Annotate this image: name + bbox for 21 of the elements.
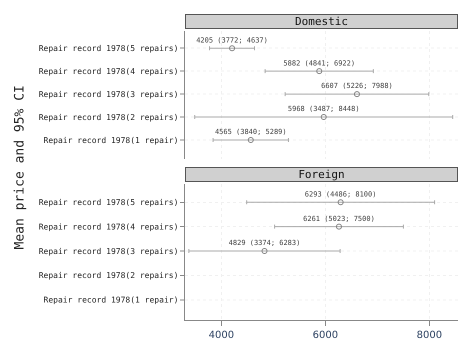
y-tick-label: Repair record 1978(4 repairs) [38, 66, 178, 76]
y-tick-label: Repair record 1978(1 repair) [44, 136, 178, 145]
point [316, 68, 322, 74]
chart-title: Domestic [295, 15, 348, 28]
point [229, 45, 236, 52]
x-tick-label: 8000 [416, 330, 442, 341]
y-axis-title: Mean price and 95% CI [12, 85, 28, 250]
x-tick-label: 6000 [312, 330, 338, 341]
y-tick-label: Repair record 1978(4 repairs) [38, 222, 178, 232]
x-tick-label: 4000 [208, 330, 234, 341]
point [248, 136, 254, 143]
point [354, 91, 360, 98]
y-tick-label: Repair record 1978(5 repairs) [38, 198, 178, 208]
y-tick-label: Repair record 1978(5 repairs) [38, 44, 178, 53]
chart-title: Foreign [298, 168, 345, 181]
y-tick-label: Repair record 1978(2 repairs) [38, 271, 178, 280]
y-tick-label: Repair record 1978(2 repairs) [38, 112, 178, 122]
y-tick-label: Repair record 1978(1 repair) [44, 296, 178, 305]
point [320, 114, 327, 120]
y-tick-label: Repair record 1978(3 repairs) [38, 90, 178, 99]
y-tick-label: Repair record 1978(3 repairs) [38, 246, 178, 256]
